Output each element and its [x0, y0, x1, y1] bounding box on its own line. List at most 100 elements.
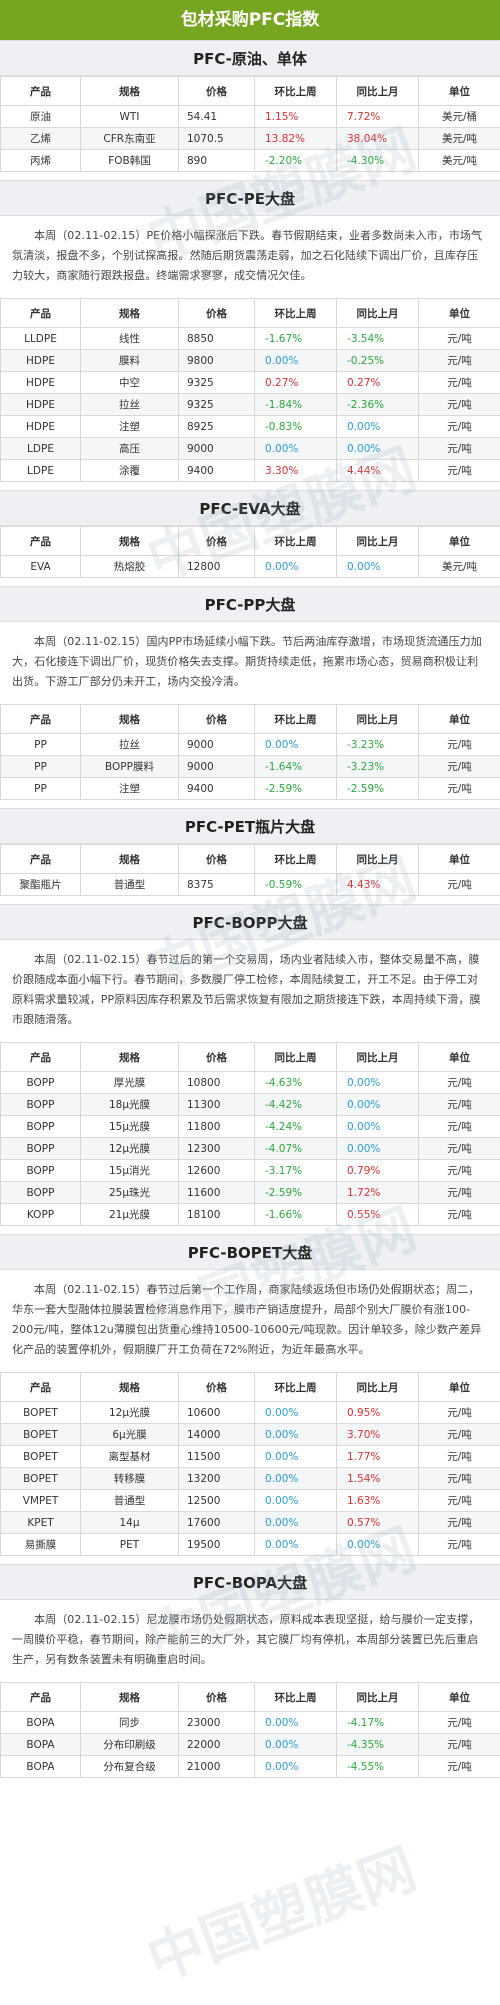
section-heading: PFC-BOPP大盘 [0, 904, 500, 940]
weekly-change-cell: 0.00% [254, 1511, 337, 1534]
monthly-change-cell: -4.55% [336, 1755, 419, 1778]
column-header: 产品 [0, 1372, 81, 1402]
column-header: 价格 [178, 298, 255, 328]
spec-cell: 12μ光膜 [80, 1401, 179, 1424]
unit-cell: 元/吨 [418, 1159, 500, 1182]
monthly-change-cell: 0.57% [336, 1511, 419, 1534]
section-heading: PFC-PE大盘 [0, 180, 500, 216]
section-heading: PFC-BOPET大盘 [0, 1234, 500, 1270]
table-row: BOPP 厚光膜 10800 -4.63% 0.00% 元/吨 [0, 1071, 500, 1094]
section-gap [0, 800, 500, 808]
price-table: 产品 规格 价格 环比上周 同比上月 单位 BOPA 同步 23000 0.00% -4.17% 元/… [0, 1682, 500, 1778]
monthly-change-cell: 1.77% [336, 1445, 419, 1468]
unit-cell: 元/吨 [418, 1511, 500, 1534]
section-gap [0, 1226, 500, 1234]
section: PFC-BOPP大盘 本周（02.11-02.15）春节过后的第一个交易周，场内业… [0, 904, 500, 1234]
product-cell: KOPP [0, 1203, 81, 1226]
product-cell: 聚酯瓶片 [0, 873, 81, 896]
product-cell: LDPE [0, 437, 81, 460]
unit-cell: 元/吨 [418, 349, 500, 372]
section-gap [0, 482, 500, 490]
weekly-change-cell: 3.30% [254, 459, 337, 482]
table-header-row: 产品 规格 价格 环比上周 同比上月 单位 [0, 76, 500, 106]
section: PFC-BOPA大盘 本周（02.11-02.15）尼龙膜市场仍处假期状态，原料成… [0, 1564, 500, 1786]
monthly-change-cell: -0.25% [336, 349, 419, 372]
price-table: 产品 规格 价格 环比上周 同比上月 单位 原油 WTI 54.41 1.15% 7.72% 美元/桶… [0, 76, 500, 172]
weekly-change-cell: 0.00% [254, 1533, 337, 1556]
weekly-change-cell: -2.59% [254, 1181, 337, 1204]
unit-cell: 元/吨 [418, 1445, 500, 1468]
spec-cell: BOPP膜料 [80, 755, 179, 778]
spec-cell: 18μ光膜 [80, 1093, 179, 1116]
price-cell: 9400 [178, 777, 255, 800]
product-cell: HDPE [0, 371, 81, 394]
column-header: 环比上周 [254, 76, 337, 106]
table-row: KPET 14μ 17600 0.00% 0.57% 元/吨 [0, 1511, 500, 1534]
column-header: 同比上月 [336, 1372, 419, 1402]
unit-cell: 美元/吨 [418, 127, 500, 150]
section: PFC-原油、单体 产品 规格 价格 环比上周 同比上月 单位 原油 WTI 54.41 1.15%… [0, 40, 500, 180]
price-cell: 23000 [178, 1711, 255, 1734]
column-header: 规格 [80, 1372, 179, 1402]
unit-cell: 元/吨 [418, 1093, 500, 1116]
unit-cell: 元/吨 [418, 1711, 500, 1734]
spec-cell: 15μ光膜 [80, 1115, 179, 1138]
column-header: 价格 [178, 844, 255, 874]
table-row: BOPET 12μ光膜 10600 0.00% 0.95% 元/吨 [0, 1401, 500, 1424]
unit-cell: 元/吨 [418, 393, 500, 416]
column-header: 单位 [418, 76, 500, 106]
column-header: 规格 [80, 76, 179, 106]
column-header: 价格 [178, 526, 255, 556]
spec-cell: 拉丝 [80, 393, 179, 416]
price-cell: 11300 [178, 1093, 255, 1116]
table-row: LDPE 涂覆 9400 3.30% 4.44% 元/吨 [0, 459, 500, 482]
monthly-change-cell: 7.72% [336, 105, 419, 128]
unit-cell: 元/吨 [418, 1533, 500, 1556]
weekly-change-cell: -3.17% [254, 1159, 337, 1182]
unit-cell: 元/吨 [418, 1467, 500, 1490]
spec-cell: 转移膜 [80, 1467, 179, 1490]
price-cell: 9000 [178, 733, 255, 756]
weekly-change-cell: 0.00% [254, 1711, 337, 1734]
monthly-change-cell: 1.63% [336, 1489, 419, 1512]
weekly-change-cell: 0.00% [254, 1445, 337, 1468]
table-row: PP 拉丝 9000 0.00% -3.23% 元/吨 [0, 733, 500, 756]
spec-cell: PET [80, 1533, 179, 1556]
product-cell: EVA [0, 555, 81, 578]
table-row: BOPP 25μ珠光 11600 -2.59% 1.72% 元/吨 [0, 1181, 500, 1204]
unit-cell: 元/吨 [418, 371, 500, 394]
table-row: BOPA 分布复合级 21000 0.00% -4.55% 元/吨 [0, 1755, 500, 1778]
section-description: 本周（02.11-02.15）PE价格小幅探涨后下跌。春节假期结束，业者多数尚未… [12, 229, 483, 282]
product-cell: PP [0, 755, 81, 778]
product-cell: PP [0, 777, 81, 800]
spec-cell: 高压 [80, 437, 179, 460]
table-row: BOPP 18μ光膜 11300 -4.42% 0.00% 元/吨 [0, 1093, 500, 1116]
table-header-row: 产品 规格 价格 同比上周 同比上月 单位 [0, 1042, 500, 1072]
column-header: 单位 [418, 844, 500, 874]
price-cell: 19500 [178, 1533, 255, 1556]
unit-cell: 元/吨 [418, 733, 500, 756]
column-header: 价格 [178, 704, 255, 734]
price-table: 产品 规格 价格 同比上周 同比上月 单位 BOPP 厚光膜 10800 -4.63% 0.00% 元… [0, 1042, 500, 1226]
product-cell: LDPE [0, 459, 81, 482]
column-header: 同比上周 [254, 1042, 337, 1072]
price-table: 产品 规格 价格 环比上周 同比上月 单位 EVA 热熔胶 12800 0.00% 0.00% 美元/… [0, 526, 500, 578]
column-header: 产品 [0, 704, 81, 734]
table-row: PP 注塑 9400 -2.59% -2.59% 元/吨 [0, 777, 500, 800]
table-row: KOPP 21μ光膜 18100 -1.66% 0.55% 元/吨 [0, 1203, 500, 1226]
weekly-change-cell: 0.00% [254, 1733, 337, 1756]
monthly-change-cell: 4.43% [336, 873, 419, 896]
price-cell: 12300 [178, 1137, 255, 1160]
weekly-change-cell: 0.00% [254, 349, 337, 372]
column-header: 同比上月 [336, 526, 419, 556]
table-row: BOPA 同步 23000 0.00% -4.17% 元/吨 [0, 1711, 500, 1734]
unit-cell: 元/吨 [418, 1181, 500, 1204]
price-cell: 11500 [178, 1445, 255, 1468]
column-header: 单位 [418, 1682, 500, 1712]
table-header-row: 产品 规格 价格 环比上周 同比上月 单位 [0, 526, 500, 556]
monthly-change-cell: 1.54% [336, 1467, 419, 1490]
monthly-change-cell: -3.54% [336, 327, 419, 350]
table-row: 易撕膜 PET 19500 0.00% 0.00% 元/吨 [0, 1533, 500, 1556]
column-header: 同比上月 [336, 704, 419, 734]
table-header-row: 产品 规格 价格 环比上周 同比上月 单位 [0, 844, 500, 874]
